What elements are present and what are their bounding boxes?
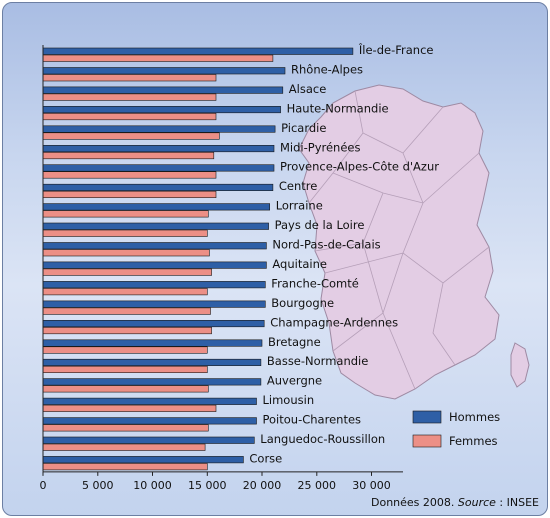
bar-femmes-4 <box>42 132 220 140</box>
bar-hommes-16 <box>42 358 262 367</box>
bar-hommes-11 <box>42 261 267 269</box>
x-tick-label: 15 000 <box>188 479 227 492</box>
legend-label-hommes: Hommes <box>449 410 500 424</box>
bar-hommes-3 <box>42 106 281 114</box>
category-label: Provence-Alpes-Côte d'Azur <box>280 160 439 174</box>
bar-hommes-4 <box>42 125 276 133</box>
category-label: Nord-Pas-de-Calais <box>272 238 380 252</box>
bar-hommes-12 <box>42 281 266 289</box>
bar-hommes-0 <box>42 47 354 55</box>
bar-femmes-16 <box>42 365 208 374</box>
bar-hommes-20 <box>42 436 255 444</box>
category-label: Bourgogne <box>271 296 334 310</box>
bar-hommes-15 <box>42 339 263 347</box>
bar-femmes-1 <box>42 74 217 82</box>
category-label: Alsace <box>289 82 327 96</box>
bar-femmes-18 <box>42 404 217 412</box>
x-tick-label: 10 000 <box>133 479 172 492</box>
source-prefix: Données 2008. <box>371 496 458 509</box>
bar-hommes-9 <box>42 222 269 230</box>
category-label: Auvergne <box>267 374 322 388</box>
source-word: Source <box>457 496 496 509</box>
category-label: Rhône-Alpes <box>291 63 363 77</box>
x-tick-label: 20 000 <box>243 479 282 492</box>
bars-layer: Île-de-France Rhône-Alpes Alsace Haute-Norm… <box>42 42 439 471</box>
bar-femmes-10 <box>42 249 210 257</box>
category-label: Basse-Normandie <box>267 354 368 368</box>
x-tick-label: 30 000 <box>352 479 391 492</box>
bar-femmes-8 <box>42 210 209 218</box>
legend-swatch-femmes <box>412 434 442 448</box>
bar-femmes-12 <box>42 288 208 296</box>
category-label: Aquitaine <box>272 257 327 271</box>
legend-label-femmes: Femmes <box>449 434 498 448</box>
bar-femmes-3 <box>42 113 217 121</box>
legend-swatch-hommes <box>412 410 442 424</box>
bar-femmes-2 <box>42 93 217 101</box>
bar-femmes-20 <box>42 443 206 451</box>
category-label: Bretagne <box>268 335 321 349</box>
category-label: Limousin <box>263 393 315 407</box>
bar-hommes-21 <box>42 456 244 464</box>
bar-femmes-21 <box>42 463 208 471</box>
category-label: Centre <box>279 179 317 193</box>
region-borders <box>308 90 490 390</box>
bar-hommes-5 <box>42 145 275 153</box>
bar-femmes-6 <box>42 171 217 179</box>
bar-femmes-14 <box>42 326 212 335</box>
x-tick-label: 0 <box>40 479 47 492</box>
bar-hommes-19 <box>42 417 257 425</box>
bar-femmes-5 <box>42 152 215 160</box>
bar-femmes-13 <box>42 307 211 315</box>
x-tick-label: 5 000 <box>82 479 114 492</box>
bar-femmes-15 <box>42 346 208 354</box>
bar-femmes-9 <box>42 229 208 237</box>
legend: Hommes Femmes <box>412 410 500 448</box>
x-axis: 0 5 000 10 000 15 000 20 000 25 000 30 000 <box>40 45 403 492</box>
category-label: Languedoc-Roussillon <box>260 432 385 446</box>
bar-chart: Île-de-France Rhône-Alpes Alsace Haute-Norm… <box>40 42 530 492</box>
bar-hommes-10 <box>42 242 267 250</box>
x-tick-label: 25 000 <box>298 479 337 492</box>
bar-hommes-6 <box>42 164 275 172</box>
bar-hommes-17 <box>42 378 262 386</box>
category-label: Île-de-France <box>358 42 434 57</box>
category-label: Picardie <box>281 121 326 135</box>
bar-hommes-8 <box>42 203 270 211</box>
bar-hommes-2 <box>42 86 284 94</box>
category-label: Champagne-Ardennes <box>270 315 398 329</box>
source-suffix: : INSEE <box>495 496 539 509</box>
bar-hommes-18 <box>42 397 257 405</box>
bar-femmes-7 <box>42 190 217 198</box>
bar-femmes-19 <box>42 424 209 432</box>
category-label: Franche-Comté <box>271 276 359 290</box>
bar-hommes-1 <box>42 67 286 75</box>
source-note: Données 2008. Source : INSEE <box>371 496 539 509</box>
bar-hommes-7 <box>42 183 274 191</box>
bar-femmes-11 <box>42 268 212 276</box>
category-label: Corse <box>249 451 282 465</box>
bar-femmes-17 <box>42 385 209 393</box>
bar-hommes-14 <box>42 319 265 328</box>
bar-femmes-0 <box>42 54 274 62</box>
category-label: Lorraine <box>276 199 323 213</box>
france-map-decoration <box>298 84 530 400</box>
category-label: Haute-Normandie <box>287 101 389 115</box>
category-label: Poitou-Charentes <box>263 413 362 427</box>
bar-hommes-13 <box>42 300 266 308</box>
corsica-shape <box>510 342 530 388</box>
category-label: Pays de la Loire <box>275 218 365 232</box>
category-label: Midi-Pyrénées <box>280 140 360 154</box>
